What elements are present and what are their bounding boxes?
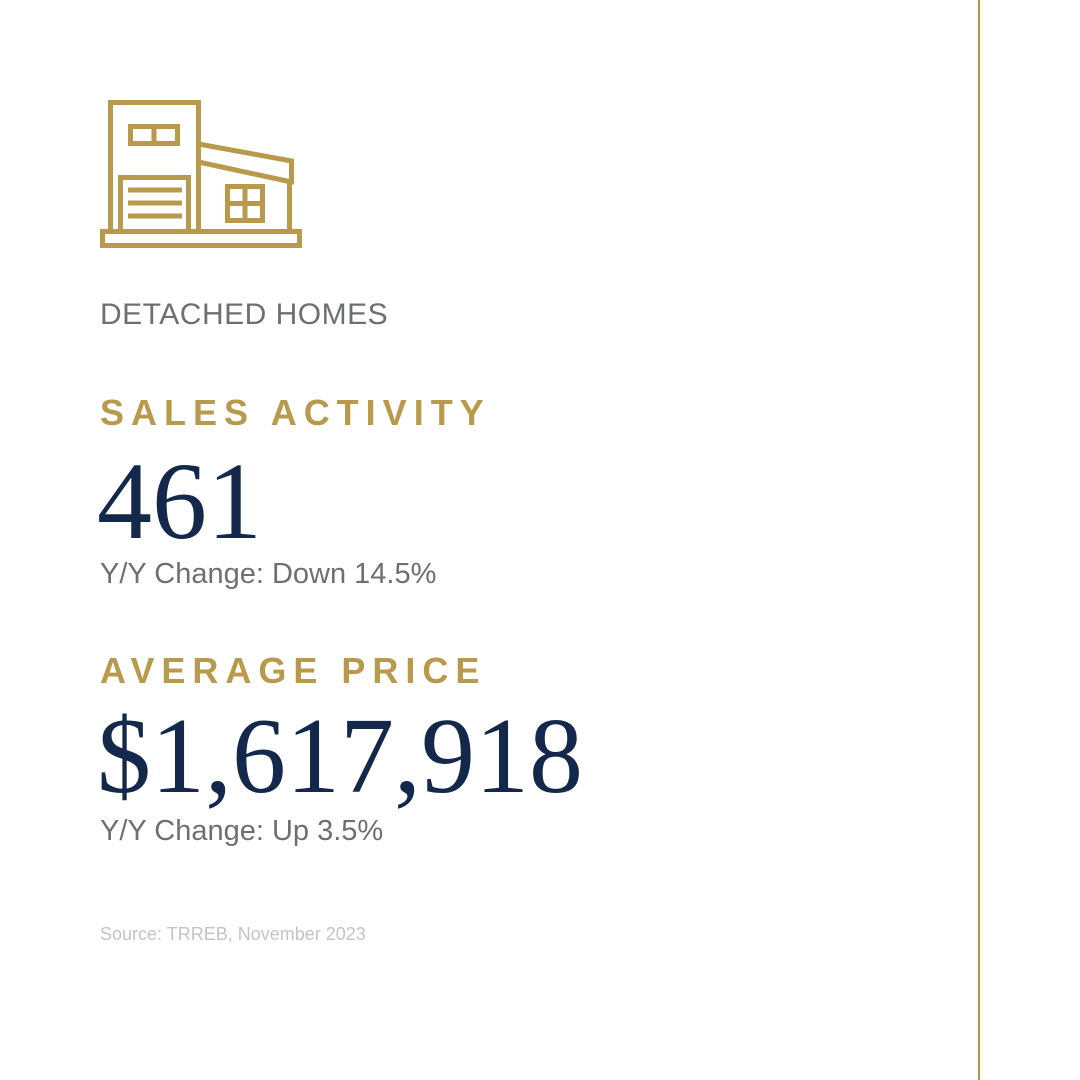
average-price-value: $1,617,918 <box>97 697 583 816</box>
sales-activity-value: 461 <box>97 440 262 562</box>
detached-house-icon <box>100 100 302 248</box>
sales-change-text: Y/Y Change: Down 14.5% <box>100 558 437 590</box>
sales-activity-label: SALES ACTIVITY <box>100 392 491 433</box>
vertical-divider-line <box>978 0 980 1080</box>
price-change-text: Y/Y Change: Up 3.5% <box>100 815 384 847</box>
average-price-label: AVERAGE PRICE <box>100 650 487 691</box>
category-heading: DETACHED HOMES <box>100 298 389 331</box>
source-note: Source: TRREB, November 2023 <box>100 924 366 944</box>
